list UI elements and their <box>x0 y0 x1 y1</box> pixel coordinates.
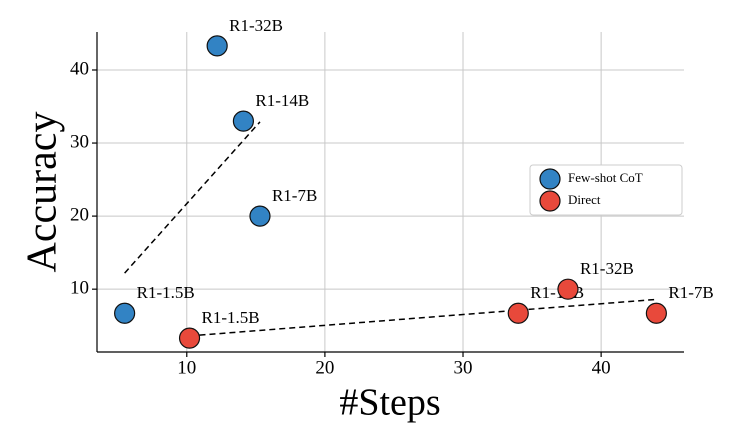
y-tick-label: 40 <box>70 58 89 79</box>
legend-marker <box>539 190 561 212</box>
x-tick-label: 40 <box>592 357 611 378</box>
point <box>557 278 579 300</box>
point <box>249 205 271 227</box>
point-label: R1-1.5B <box>137 283 195 302</box>
point <box>507 302 529 324</box>
point <box>114 302 136 324</box>
point <box>206 35 228 57</box>
legend-label: Few-shot CoT <box>568 170 643 185</box>
x-axis-title: #Steps <box>339 382 440 424</box>
legend-box <box>529 164 683 216</box>
y-axis-title: Accuracy <box>20 112 66 273</box>
y-tick-label: 10 <box>70 278 89 299</box>
y-tick-label: 30 <box>70 131 89 152</box>
legend-marker <box>539 168 561 190</box>
point-label: R1-7B <box>272 186 317 205</box>
trend-line <box>124 121 261 274</box>
x-tick-label: 20 <box>315 357 334 378</box>
legend: Few-shot CoT Direct <box>529 164 683 216</box>
point <box>178 327 201 349</box>
point-label: R1-7B <box>668 283 713 302</box>
point-label: R1-1.5B <box>202 308 260 327</box>
y-tick-label: 20 <box>70 204 89 225</box>
point <box>645 302 667 324</box>
x-tick-label: 30 <box>454 357 473 378</box>
trend-line <box>189 298 657 337</box>
point <box>232 110 255 132</box>
point-label: R1-32B <box>229 16 283 35</box>
point-label: R1-14B <box>255 91 309 110</box>
point-label: R1-32B <box>580 259 634 278</box>
x-tick-label: 10 <box>177 357 196 378</box>
legend-label: Direct <box>568 192 601 207</box>
